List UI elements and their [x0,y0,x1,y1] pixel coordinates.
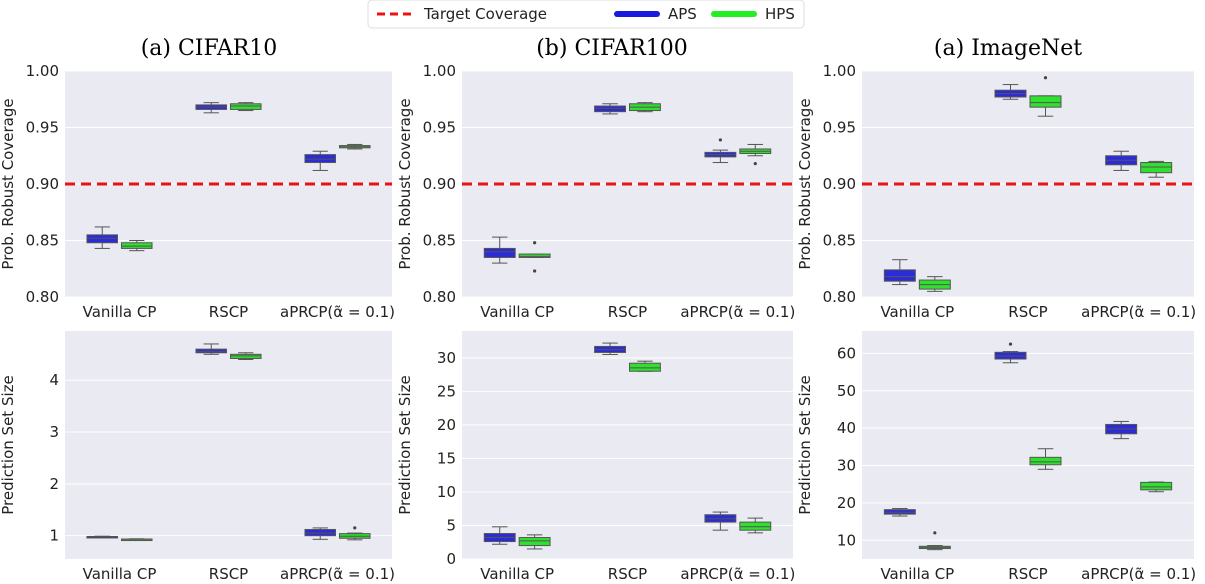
outlier-point [718,138,722,142]
x-tick-label: RSCP [1008,303,1047,321]
y-tick-label: 5 [446,516,456,534]
y-axis-label: Prob. Robust Coverage [796,98,814,269]
y-tick-label: 0.80 [423,288,456,306]
box-hps [629,362,661,372]
y-tick-label: 0.95 [823,119,856,137]
y-tick-label: 0.90 [26,175,59,193]
legend: Target Coverage APS HPS [367,0,805,29]
y-tick-label: 10 [837,531,856,549]
y-tick-label: 10 [437,483,456,501]
box-aps [86,234,119,244]
y-axis-label: Prob. Robust Coverage [396,98,414,269]
y-tick-label: 0.85 [26,232,59,250]
outlier-point [1008,342,1013,346]
x-tick-label: Vanilla CP [880,565,954,583]
box-hps [1029,456,1062,466]
y-tick-label: 60 [837,344,856,362]
y-tick-label: 1.00 [26,62,59,80]
box-aps [304,528,337,537]
y-axis-label: Prediction Set Size [796,375,814,514]
y-tick-label: 1.00 [823,62,856,80]
box-hps [1029,95,1062,108]
outlier-point [533,241,537,245]
x-tick-label: aPRCP(α̃ = 0.1) [1081,565,1196,583]
box-hps [518,537,551,547]
y-tick-label: 0.85 [423,232,456,250]
column-title-imagenet: (a) ImageNet [934,36,1082,61]
box-hps [230,103,262,110]
x-tick-label: aPRCP(α̃ = 0.1) [280,565,395,583]
panel-coverage-cifar10: 0.80 0.85 0.90 0.95 1.00 Prob. Robust Coverag… [0,62,395,321]
box-hps [1140,162,1173,174]
box-aps [483,247,516,258]
y-tick-label: 4 [49,371,59,389]
y-axis-label: Prediction Set Size [396,375,414,514]
x-tick-label: RSCP [608,303,647,321]
panel-setsize-imagenet: 10 20 30 40 50 60 Prediction Set Size Vanilla C… [796,331,1196,583]
x-tick-label: Vanilla CP [83,565,157,583]
y-tick-label: 0.80 [26,288,59,306]
box-aps [304,154,337,164]
legend-hps-label: HPS [765,5,795,23]
y-tick-label: 0.80 [823,288,856,306]
legend-aps-label: APS [668,5,697,23]
box-hps [230,353,262,359]
outlier-point [753,162,757,166]
x-tick-label: aPRCP(α̃ = 0.1) [680,565,795,583]
y-axis-label: Prob. Robust Coverage [0,98,17,269]
y-tick-label: 0.90 [423,175,456,193]
y-tick-label: 1 [49,527,59,545]
x-tick-label: RSCP [608,565,647,583]
outlier-point [1043,76,1048,80]
y-tick-label: 20 [837,494,856,512]
y-tick-label: 0.85 [823,232,856,250]
x-tick-label: RSCP [209,565,248,583]
plot-area [462,331,793,559]
box-hps [739,521,772,531]
box-aps [883,269,916,282]
column-title-cifar100: (b) CIFAR100 [536,36,688,61]
x-tick-label: RSCP [209,303,248,321]
plot-area [862,331,1194,559]
y-tick-label: 30 [837,457,856,475]
y-tick-label: 50 [837,382,856,400]
x-tick-label: RSCP [1008,565,1047,583]
y-tick-label: 30 [437,349,456,367]
plot-area [65,331,392,559]
y-tick-label: 0.95 [423,119,456,137]
legend-frame [367,0,805,29]
y-tick-label: 3 [49,423,59,441]
y-tick-label: 25 [437,382,456,400]
x-tick-label: Vanilla CP [880,303,954,321]
y-tick-label: 2 [49,475,59,493]
y-tick-label: 15 [437,449,456,467]
box-hps [1140,481,1173,491]
x-tick-label: Vanilla CP [83,303,157,321]
y-tick-label: 20 [437,416,456,434]
x-tick-label: Vanilla CP [480,303,554,321]
panel-setsize-cifar100: 0 5 10 15 20 25 30 Prediction Set Size Vanilla C… [396,331,795,583]
y-tick-label: 40 [837,419,856,437]
x-tick-label: aPRCP(α̃ = 0.1) [280,303,395,321]
y-tick-label: 1.00 [423,62,456,80]
outlier-point [533,269,537,273]
outlier-point [353,526,357,530]
y-tick-label: 0 [446,550,456,568]
y-tick-label: 0.95 [26,119,59,137]
x-tick-label: aPRCP(α̃ = 0.1) [680,303,795,321]
box-hps [121,242,153,249]
x-tick-label: aPRCP(α̃ = 0.1) [1081,303,1196,321]
x-tick-label: Vanilla CP [480,565,554,583]
panel-setsize-cifar10: 1 2 3 4 Prediction Set Size Vanilla CP RSCP aPR… [0,331,395,583]
legend-target-label: Target Coverage [423,5,547,23]
panel-coverage-imagenet: 0.80 0.85 0.90 0.95 1.00 Prob. Robust Coverag… [796,62,1196,321]
outlier-point [933,531,937,535]
y-tick-label: 0.90 [823,175,856,193]
column-title-cifar10: (a) CIFAR10 [141,36,278,61]
box-hps [518,253,551,258]
box-aps [594,105,627,113]
y-axis-label: Prediction Set Size [0,375,17,514]
panel-coverage-cifar100: 0.80 0.85 0.90 0.95 1.00 Prob. Robust Coverag… [396,62,795,321]
